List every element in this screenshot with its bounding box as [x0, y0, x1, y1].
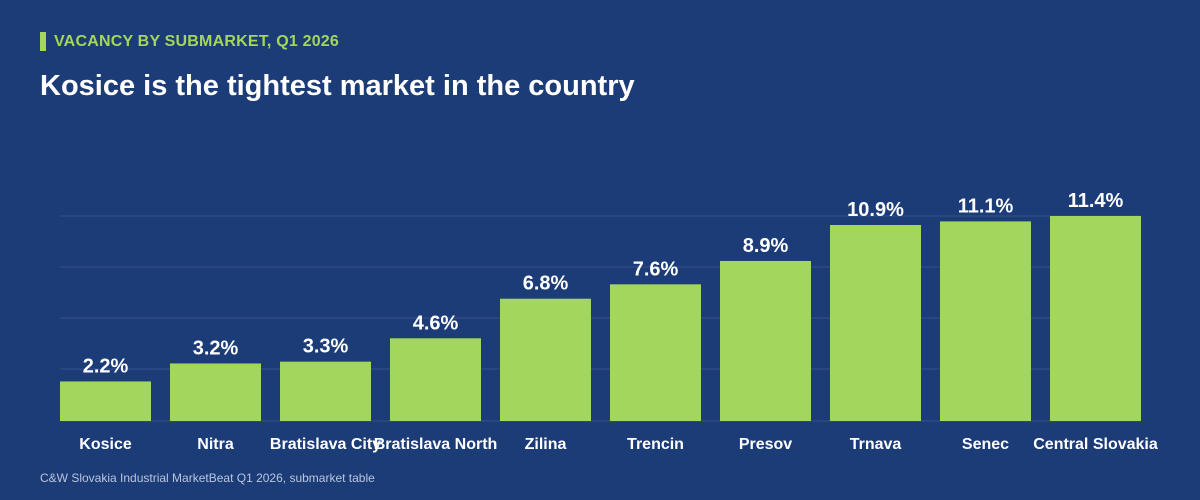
bar [1050, 216, 1141, 421]
bar [610, 284, 701, 421]
data-label: 4.6% [413, 312, 459, 334]
kicker-accent-bar [40, 32, 46, 51]
category-label: Presov [739, 436, 792, 453]
source-note: C&W Slovakia Industrial MarketBeat Q1 20… [40, 471, 375, 485]
category-label: Central Slovakia [1033, 436, 1158, 453]
bar [280, 361, 371, 421]
bar [830, 224, 921, 421]
chart-title: Kosice is the tightest market in the cou… [40, 70, 635, 102]
category-label: Bratislava City [270, 436, 381, 453]
data-label: 3.2% [193, 337, 239, 359]
category-label: Nitra [197, 436, 234, 453]
category-label: Trencin [627, 436, 684, 453]
data-label: 3.3% [303, 336, 349, 358]
data-label: 11.1% [958, 195, 1014, 217]
category-label: Trnava [850, 436, 902, 453]
chart-kicker: VACANCY BY SUBMARKET, Q1 2026 [40, 32, 339, 51]
bar [390, 338, 481, 421]
bar [720, 260, 811, 421]
category-label: Kosice [79, 436, 132, 453]
data-label: 7.6% [633, 258, 679, 280]
data-label: 6.8% [523, 273, 569, 295]
bar [60, 381, 151, 421]
data-label: 10.9% [847, 199, 904, 221]
category-label: Zilina [525, 436, 567, 453]
category-label: Bratislava North [374, 436, 498, 453]
bar [500, 298, 591, 421]
bar [170, 363, 261, 421]
data-label: 2.2% [83, 355, 129, 377]
data-label: 11.4% [1068, 190, 1124, 212]
kicker-text: VACANCY BY SUBMARKET, Q1 2026 [54, 32, 339, 50]
data-label: 8.9% [743, 235, 789, 257]
category-label: Senec [962, 436, 1009, 453]
bar [940, 221, 1031, 421]
